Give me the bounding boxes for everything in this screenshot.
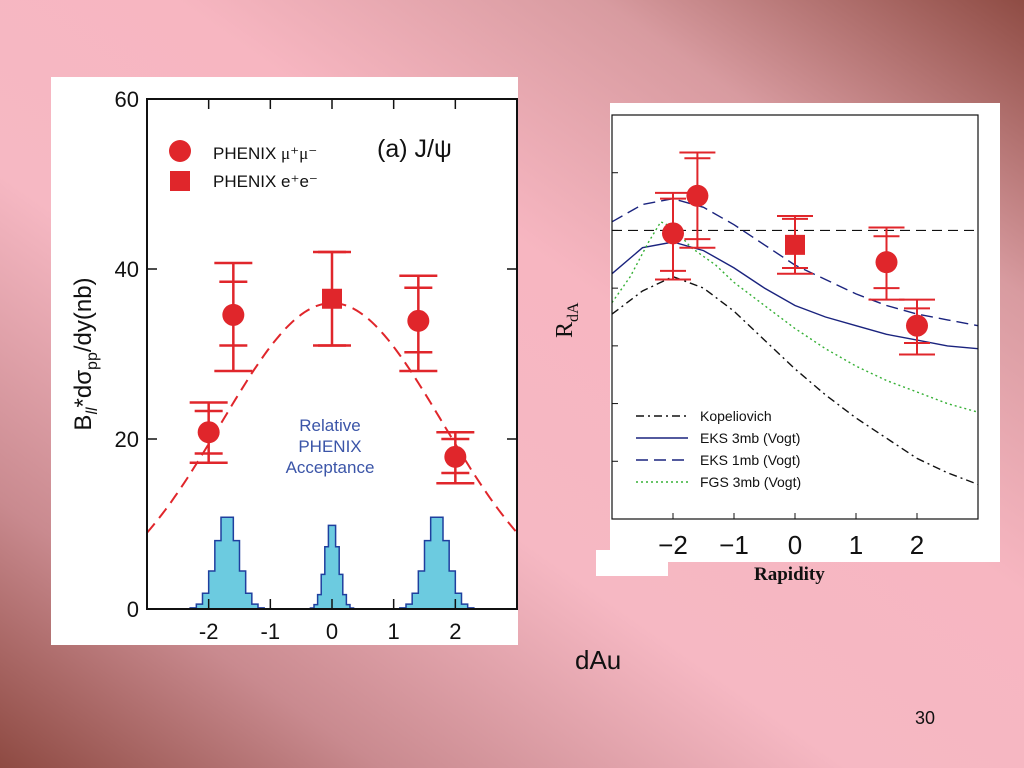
x-tick-label: −1 <box>719 530 749 560</box>
data-point-square <box>322 288 342 309</box>
right-x-axis-label: Rapidity <box>754 564 825 585</box>
right-legend: Kopeliovich EKS 3mb (Vogt) EKS 1mb (Vogt) F… <box>636 408 801 490</box>
y-tick-label: 0 <box>127 597 139 622</box>
data-point-circle <box>686 184 709 207</box>
acceptance-histogram <box>399 516 475 610</box>
data-point-circle <box>407 309 430 332</box>
left-chart-panel: 0 20 40 60 -2 -1 0 1 2 (a) J/ψ PHENIX μ⁺μ⁻ PHEN… <box>51 77 518 645</box>
error-bar <box>436 430 475 485</box>
data-point-circle <box>906 314 928 337</box>
x-tick-label: 1 <box>388 619 400 644</box>
data-point-circle <box>662 222 684 245</box>
data-point-circle <box>444 445 467 468</box>
right-x-ticks: −2 −1 0 1 2 <box>658 513 924 560</box>
legend-item-ee: PHENIX e⁺e⁻ <box>213 172 318 191</box>
data-point-square <box>785 234 805 255</box>
x-tick-label: 2 <box>449 619 461 644</box>
x-tick-label: -2 <box>199 619 219 644</box>
y-tick-label: 60 <box>115 87 139 112</box>
annotation-line: PHENIX <box>298 437 361 456</box>
right-y-axis-label-wrap: RdA <box>552 302 582 338</box>
model-curve <box>611 275 979 486</box>
error-bar <box>214 261 253 373</box>
legend-square-marker <box>170 171 190 191</box>
left-y-ticks: 0 20 40 60 <box>115 87 517 622</box>
acceptance-annotation: Relative PHENIX Acceptance <box>286 416 375 477</box>
legend-item: FGS 3mb (Vogt) <box>700 474 801 490</box>
left-chart: 0 20 40 60 -2 -1 0 1 2 (a) J/ψ PHENIX μ⁺μ⁻ PHEN… <box>70 87 518 644</box>
y-tick-label: 20 <box>115 427 139 452</box>
legend-item: EKS 1mb (Vogt) <box>700 452 800 468</box>
acceptance-histogram <box>309 524 355 610</box>
chart-mask <box>596 550 668 576</box>
annotation-line: Relative <box>299 416 360 435</box>
x-tick-label: 1 <box>849 530 863 560</box>
left-legend: PHENIX μ⁺μ⁻ PHENIX e⁺e⁻ <box>169 140 318 191</box>
left-x-ticks: -2 -1 0 1 2 <box>199 99 461 644</box>
data-point-circle <box>875 251 898 274</box>
x-tick-label: 0 <box>788 530 802 560</box>
annotation-line: Acceptance <box>286 458 375 477</box>
x-tick-label: 2 <box>910 530 924 560</box>
right-y-axis-label: RdA <box>552 302 582 338</box>
x-tick-label: 0 <box>326 619 338 644</box>
legend-item: EKS 3mb (Vogt) <box>700 430 800 446</box>
slide-number: 30 <box>915 708 936 728</box>
right-data-points <box>655 151 935 356</box>
data-point-circle <box>222 303 245 326</box>
acceptance-histograms <box>189 516 475 610</box>
acceptance-histogram <box>189 516 265 610</box>
legend-item: Kopeliovich <box>700 408 772 424</box>
x-tick-label: -1 <box>261 619 281 644</box>
left-chart-title: (a) J/ψ <box>377 135 452 163</box>
left-data-points <box>189 250 475 485</box>
y-tick-label: 40 <box>115 257 139 282</box>
legend-circle-marker <box>169 140 191 162</box>
left-y-axis-label: Bll*dσpp/dy(nb) <box>70 277 101 430</box>
legend-item-mumu: PHENIX μ⁺μ⁻ <box>213 144 317 163</box>
data-point-circle <box>197 421 220 444</box>
slide-label: dAu <box>575 645 622 675</box>
